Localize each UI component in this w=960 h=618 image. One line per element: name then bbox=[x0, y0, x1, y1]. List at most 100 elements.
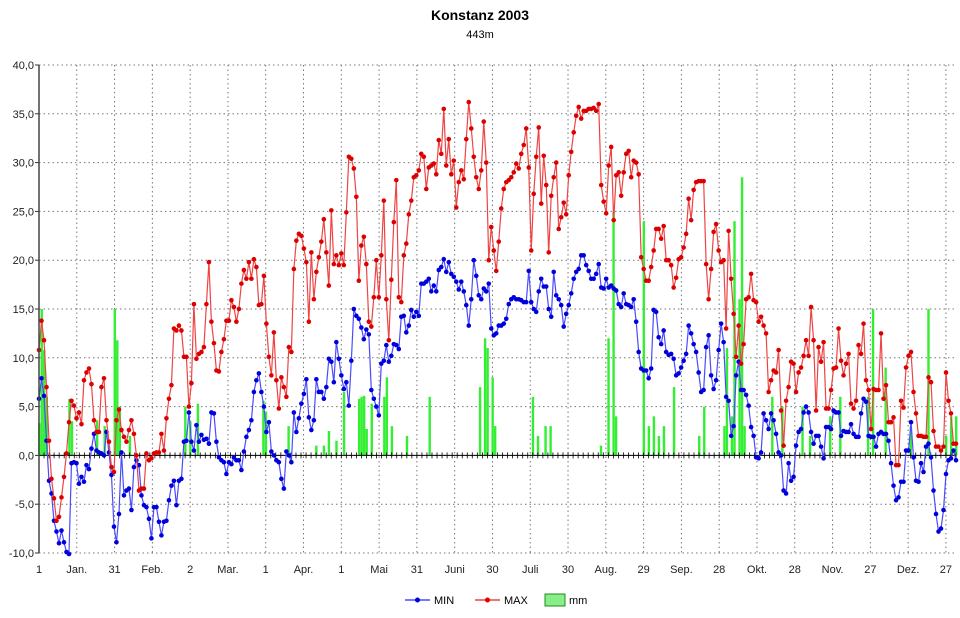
data-point-min bbox=[603, 276, 609, 282]
data-point-min bbox=[746, 403, 751, 408]
legend-max-label: MAX bbox=[504, 595, 529, 607]
data-point-min bbox=[478, 296, 484, 302]
data-point-max bbox=[491, 248, 497, 253]
data-point-min bbox=[926, 441, 931, 446]
rain-bar bbox=[493, 426, 497, 456]
rain-bar bbox=[662, 426, 666, 456]
data-point-min bbox=[793, 443, 799, 448]
data-point-min bbox=[951, 448, 956, 453]
data-point-max bbox=[736, 323, 741, 328]
data-point-max bbox=[179, 328, 184, 333]
data-point-min bbox=[431, 283, 437, 288]
data-point-max bbox=[281, 384, 287, 390]
data-point-max bbox=[753, 299, 759, 305]
data-point-max bbox=[928, 379, 934, 385]
data-point-min bbox=[786, 460, 791, 466]
data-point-max bbox=[778, 408, 784, 413]
data-point-min bbox=[381, 358, 387, 364]
data-point-max bbox=[561, 200, 567, 205]
data-point-max bbox=[379, 253, 384, 258]
data-point-min bbox=[306, 415, 312, 420]
data-point-min bbox=[916, 479, 921, 485]
data-point-min bbox=[621, 291, 626, 296]
rain-bar bbox=[801, 406, 804, 456]
data-point-max bbox=[299, 233, 304, 239]
data-point-max bbox=[194, 356, 199, 362]
rain-bar bbox=[385, 377, 389, 456]
axes: -10,0 -5,0 0,0 5,0 10,0 15,0 20,0 25,0 30,0 35,0 4… bbox=[9, 60, 952, 576]
data-point-max bbox=[526, 165, 532, 170]
data-point-max bbox=[931, 428, 936, 434]
data-point-min bbox=[551, 269, 557, 275]
data-point-min bbox=[426, 276, 432, 282]
data-point-max bbox=[99, 384, 104, 390]
data-point-min bbox=[756, 456, 761, 461]
data-point-min bbox=[394, 342, 399, 348]
data-point-max bbox=[331, 261, 337, 267]
data-point-max bbox=[231, 304, 237, 310]
data-point-max bbox=[558, 214, 564, 220]
data-point-min bbox=[164, 518, 169, 524]
rain-bar bbox=[909, 426, 913, 456]
data-point-min bbox=[953, 457, 959, 463]
rain-bar bbox=[599, 445, 603, 456]
data-point-max bbox=[836, 326, 841, 331]
data-point-min bbox=[486, 281, 492, 286]
data-point-min bbox=[349, 358, 354, 364]
data-point-min bbox=[788, 478, 794, 484]
data-point-max bbox=[456, 179, 462, 185]
y-tick-label: 30,0 bbox=[13, 158, 34, 170]
data-point-max bbox=[483, 160, 489, 165]
data-point-max bbox=[531, 191, 537, 197]
data-point-min bbox=[271, 453, 277, 458]
data-point-min bbox=[741, 387, 746, 393]
data-point-max bbox=[638, 254, 644, 260]
data-point-max bbox=[801, 353, 806, 359]
data-point-max bbox=[344, 210, 349, 215]
data-point-min bbox=[369, 387, 374, 393]
data-point-max bbox=[741, 341, 746, 347]
data-point-min bbox=[86, 466, 92, 472]
rain-bar bbox=[672, 387, 676, 456]
rain-bar bbox=[116, 340, 119, 456]
rain-bar bbox=[871, 309, 875, 456]
data-point-max bbox=[221, 336, 227, 342]
data-point-min bbox=[311, 417, 317, 423]
data-point-max bbox=[601, 199, 606, 204]
data-point-max bbox=[249, 276, 254, 282]
legend-item-mm[interactable]: mm bbox=[544, 593, 587, 607]
data-point-max bbox=[603, 211, 609, 216]
data-point-max bbox=[803, 337, 809, 343]
data-point-max bbox=[813, 408, 819, 413]
data-point-min bbox=[758, 450, 764, 455]
data-point-max bbox=[651, 248, 656, 253]
legend-item-max[interactable]: MAX bbox=[475, 595, 529, 607]
data-point-max bbox=[818, 359, 824, 365]
data-point-max bbox=[144, 451, 149, 456]
data-point-min bbox=[374, 404, 379, 409]
chart-subtitle: 443m bbox=[466, 29, 494, 41]
rain-bar bbox=[357, 398, 361, 456]
data-point-min bbox=[279, 476, 284, 482]
data-point-min bbox=[194, 422, 199, 428]
rain-bar bbox=[103, 426, 106, 456]
data-point-max bbox=[314, 269, 319, 275]
y-tick-label: 0,0 bbox=[19, 450, 34, 462]
data-point-min bbox=[361, 336, 367, 342]
data-point-max bbox=[578, 116, 584, 121]
data-point-max bbox=[901, 405, 906, 410]
rain-bar bbox=[740, 177, 744, 456]
legend-item-min[interactable]: MIN bbox=[405, 595, 454, 607]
data-point-min bbox=[411, 314, 417, 320]
data-point-max bbox=[656, 226, 661, 232]
data-point-max bbox=[856, 342, 861, 348]
data-point-max bbox=[913, 411, 919, 416]
data-point-min bbox=[261, 404, 267, 409]
data-point-max bbox=[891, 415, 896, 420]
data-point-min bbox=[101, 453, 107, 458]
data-point-min bbox=[146, 516, 152, 522]
data-point-min bbox=[503, 316, 509, 322]
data-point-min bbox=[493, 331, 499, 336]
data-point-min bbox=[536, 289, 542, 294]
rain-bar bbox=[113, 309, 116, 456]
